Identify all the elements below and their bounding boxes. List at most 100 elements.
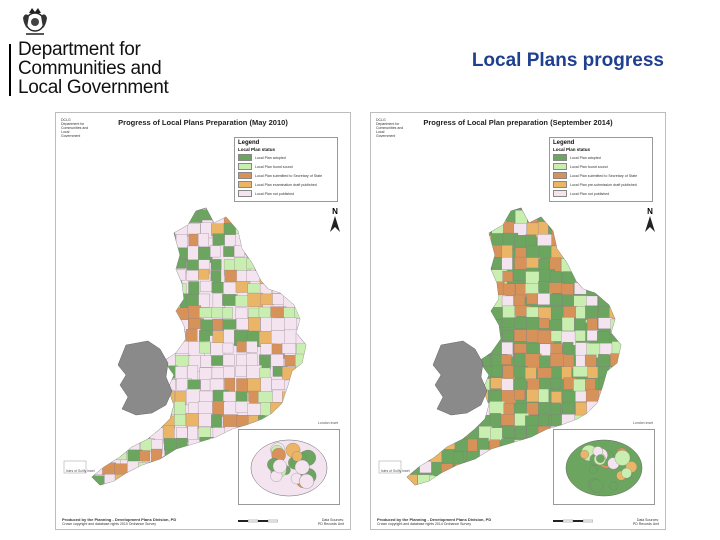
district [198,451,215,467]
district [418,402,434,415]
district [150,235,162,251]
district [539,451,552,465]
district [430,295,442,307]
dclg-logo-text: DCLG Department for Communities and Loca… [376,118,404,138]
district [309,258,320,272]
district [418,414,430,430]
district [563,235,577,248]
london-inset-map [565,439,643,497]
district [622,379,635,393]
district [466,461,478,478]
district [210,245,221,258]
district [126,307,142,323]
district [550,343,563,355]
district [501,354,512,365]
district [246,211,263,224]
district [270,402,287,414]
district [562,306,577,319]
district [307,389,318,403]
district [140,222,154,238]
district [164,317,180,329]
district [271,379,287,390]
district [550,402,561,416]
district [222,354,235,366]
district [537,293,552,305]
district [283,258,300,270]
district [562,245,576,257]
district [489,439,500,453]
district [574,330,586,342]
district [490,211,506,224]
district [623,295,635,305]
district [478,474,495,485]
district [151,271,167,288]
district [104,283,117,297]
legend-item: Local Plan found sound [553,163,649,170]
district [561,283,574,296]
district [489,413,501,428]
district [537,367,553,379]
district [429,305,441,320]
district [431,426,446,442]
district [623,209,638,223]
district [295,293,306,307]
district [92,354,104,368]
district [140,209,156,223]
district [587,281,603,296]
district [417,258,431,273]
district [455,234,469,248]
district [572,366,589,377]
district [575,211,589,225]
district [624,306,637,319]
district [550,377,561,390]
map-title: Progress of Local Plan preparation (Sept… [423,118,613,127]
district [139,319,155,334]
district [465,473,479,485]
district [585,234,601,250]
district [515,463,532,476]
district [92,425,104,440]
map-source: Data Sources: PD Records Unit [318,518,344,526]
district [527,449,541,462]
district [102,462,116,475]
district [308,367,321,381]
district [464,319,476,331]
district [479,463,494,479]
district [140,270,156,286]
north-arrow-icon: N [328,207,342,235]
district [443,282,459,294]
district [623,344,639,359]
district [443,306,456,318]
district [418,282,434,298]
district [501,450,516,467]
district [609,403,621,418]
district [246,353,258,367]
legend-swatch [238,154,252,161]
district [284,379,297,395]
district [419,222,434,236]
district [407,282,424,294]
legend-label: Local Plan submitted to Secretary of Sta… [570,173,638,178]
district [526,316,540,331]
district [561,414,576,426]
district [477,235,494,248]
district [407,367,420,384]
district [125,221,137,235]
district [102,355,117,369]
district [538,388,549,404]
district [418,295,431,307]
district [442,221,453,234]
district [513,473,528,485]
district [102,233,119,248]
legend-item: Local Plan submitted to Secretary of Sta… [238,172,334,179]
district [561,258,573,272]
district [174,461,188,473]
district [235,365,247,377]
district [309,209,325,222]
department-line-3: Local Government [18,77,169,98]
district [490,451,505,462]
district [224,426,239,438]
district [550,330,564,342]
district [151,317,165,328]
district [199,307,214,318]
